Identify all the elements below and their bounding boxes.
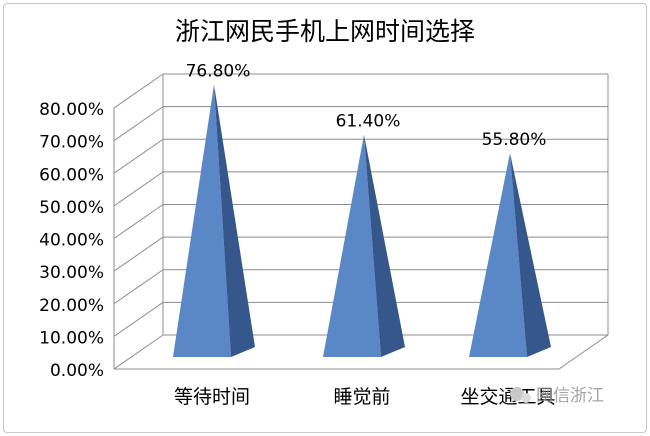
gridline-side (113, 138, 164, 174)
wechat-logo-icon-inner (521, 393, 531, 403)
y-tick-label: 20.00% (39, 296, 104, 316)
pyramid-side-face (364, 134, 405, 357)
gridline-side (113, 301, 164, 337)
gridline-side (113, 73, 164, 109)
gridline-side (113, 106, 164, 142)
watermark: 网信浙江 (510, 386, 604, 406)
pyramid-front-face (469, 152, 527, 357)
wechat-logo-icon (510, 387, 524, 401)
y-tick-label: 80.00% (39, 100, 104, 120)
pyramid-front-face (173, 84, 231, 357)
y-tick-label: 40.00% (39, 231, 104, 251)
pyramid-bars (173, 84, 551, 357)
y-tick-label: 60.00% (39, 165, 104, 185)
gridline-side (113, 236, 164, 272)
y-tick-label: 0.00% (50, 361, 104, 381)
gridline-side (113, 269, 164, 305)
y-tick-label: 30.00% (39, 263, 104, 283)
chart-title: 浙江网民手机上网时间选择 (175, 17, 475, 46)
x-category-label: 坐交通工具 (460, 386, 555, 408)
chart-frame (3, 3, 647, 433)
gridline-side (113, 171, 164, 207)
watermark-text: 网信浙江 (536, 386, 604, 406)
x-axis-category-labels: 等待时间 睡觉前 坐交通工具 (174, 386, 556, 408)
gridline-side (113, 204, 164, 239)
y-tick-label: 50.00% (39, 198, 104, 218)
pyramid-front-face (323, 134, 381, 357)
gridline-side (113, 334, 164, 370)
data-label: 55.80% (482, 130, 547, 150)
floor-right-edge (558, 334, 609, 370)
pyramid-side-face (510, 152, 551, 357)
x-category-label: 睡觉前 (333, 386, 390, 408)
data-label: 61.40% (336, 112, 401, 132)
y-tick-label: 10.00% (39, 328, 104, 348)
pyramid-side-face (214, 84, 255, 357)
x-category-label: 等待时间 (174, 386, 250, 408)
y-axis-tick-labels: 0.00% 10.00% 20.00% 30.00% 40.00% 50.00% 60.00… (39, 100, 104, 381)
data-labels: 76.80% 61.40% 55.80% (186, 61, 547, 150)
y-tick-label: 70.00% (39, 133, 104, 153)
data-label: 76.80% (186, 61, 251, 81)
